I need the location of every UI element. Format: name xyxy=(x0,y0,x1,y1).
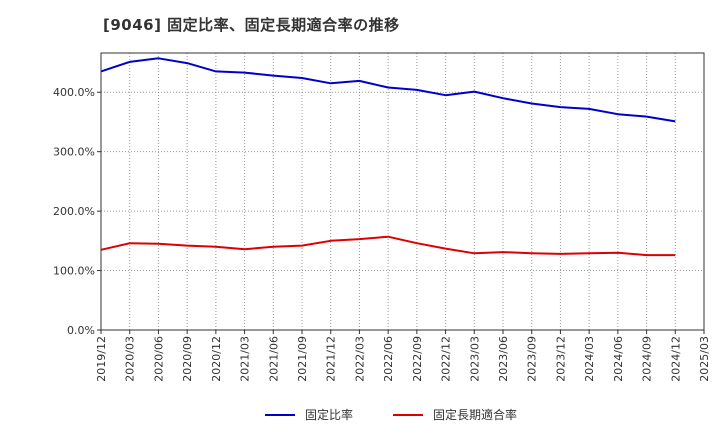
legend-label: 固定比率 xyxy=(305,407,353,422)
series-line-fixed-long-term-ratio xyxy=(100,235,676,257)
x-tick-label: 2022/12 xyxy=(440,336,453,382)
x-tick-label: 2024/06 xyxy=(612,336,625,382)
x-tick-label: 2020/06 xyxy=(152,336,165,382)
x-tick-label: 2021/03 xyxy=(239,336,252,382)
x-tick-label: 2022/09 xyxy=(411,336,424,382)
x-tick-label: 2023/12 xyxy=(554,336,567,382)
x-tick-label: 2024/09 xyxy=(641,336,654,382)
x-tick-label: 2021/12 xyxy=(325,336,338,382)
x-tick-label: 2020/12 xyxy=(210,336,223,382)
x-tick-label: 2023/03 xyxy=(468,336,481,382)
series-group xyxy=(100,57,676,257)
plot-frame xyxy=(100,52,705,331)
chart-title: [9046] 固定比率、固定長期適合率の推移 xyxy=(103,16,400,34)
x-axis-ticks: 2019/12 2020/03 2020/06 2020/09 2020/12 2021/… xyxy=(95,330,711,382)
x-tick-label: 2022/06 xyxy=(382,336,395,382)
y-tick-label: 200.0% xyxy=(53,205,95,218)
x-tick-label: 2020/03 xyxy=(124,336,137,382)
x-tick-label: 2024/03 xyxy=(583,336,596,382)
x-tick-label: 2020/09 xyxy=(181,336,194,382)
y-tick-label: 400.0% xyxy=(53,86,95,99)
y-axis-ticks: 0.0% 100.0% 200.0% 300.0% 400.0% xyxy=(53,86,101,337)
y-tick-label: 0.0% xyxy=(67,324,95,337)
x-tick-label: 2022/03 xyxy=(353,336,366,382)
x-tick-label: 2021/09 xyxy=(296,336,309,382)
series-line-fixed-ratio xyxy=(100,57,676,123)
legend: 固定比率 固定長期適合率 xyxy=(265,407,517,422)
x-tick-label: 2025/03 xyxy=(698,336,711,382)
y-tick-label: 300.0% xyxy=(53,146,95,159)
x-tick-label: 2024/12 xyxy=(669,336,682,382)
y-tick-label: 100.0% xyxy=(53,265,95,278)
x-tick-label: 2019/12 xyxy=(95,336,108,382)
grid-lines xyxy=(101,53,704,330)
x-tick-label: 2021/06 xyxy=(267,336,280,382)
legend-label: 固定長期適合率 xyxy=(433,407,517,422)
x-tick-label: 2023/06 xyxy=(497,336,510,382)
x-tick-label: 2023/09 xyxy=(526,336,539,382)
